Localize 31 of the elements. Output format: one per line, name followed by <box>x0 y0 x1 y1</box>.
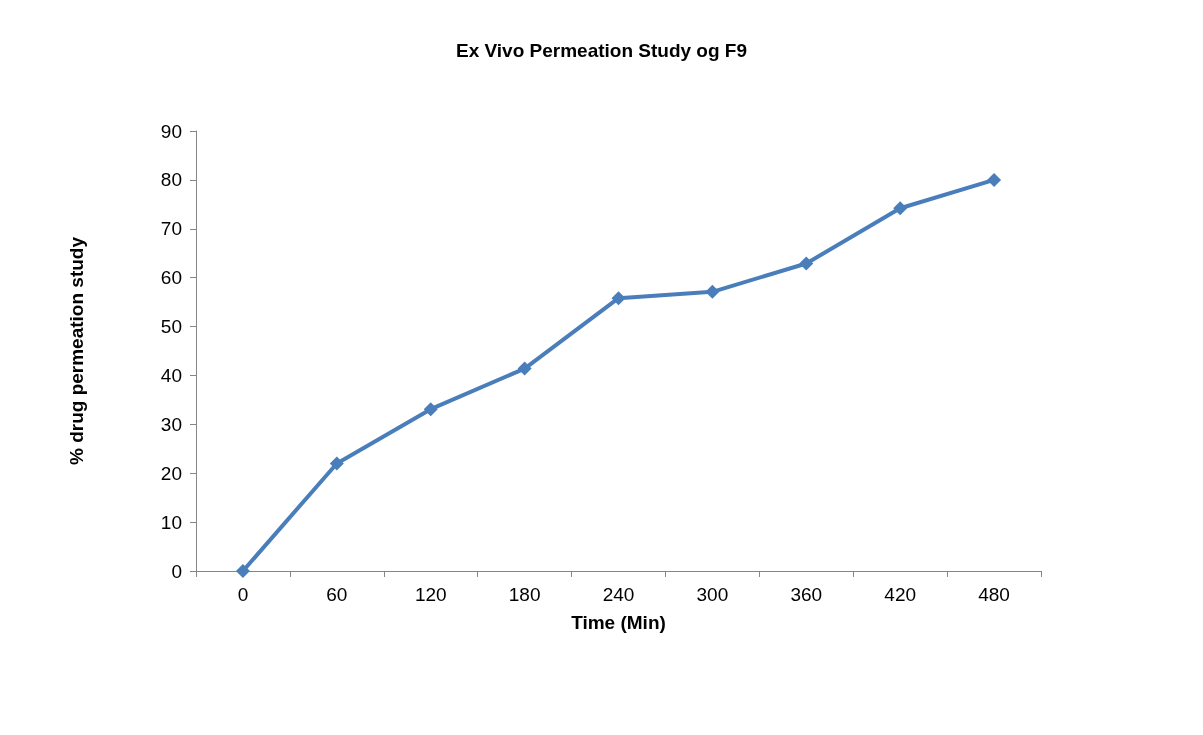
y-tick-label: 0 <box>171 560 182 582</box>
y-axis-title: % drug permeation study <box>66 236 87 466</box>
x-tick-label: 420 <box>884 584 917 605</box>
x-tick-label: 120 <box>414 584 447 605</box>
x-tick-label: 300 <box>696 584 729 605</box>
x-tick-label: 60 <box>326 584 348 605</box>
x-tick-label: 0 <box>237 584 249 605</box>
x-tick-label: 480 <box>978 584 1010 605</box>
y-tick-label: 10 <box>160 511 182 533</box>
y-tick-label: 80 <box>160 169 182 191</box>
y-tick-label: 70 <box>160 218 182 240</box>
x-tick-label: 240 <box>602 584 635 605</box>
y-tick-label: 90 <box>160 120 182 142</box>
point <box>611 291 626 306</box>
point <box>517 361 532 376</box>
point <box>235 564 250 578</box>
point <box>987 172 1002 187</box>
x-axis-title: Time (Min) <box>571 612 666 633</box>
y-tick-label: 60 <box>160 267 182 289</box>
y-tick-label: 40 <box>160 364 182 386</box>
point <box>423 402 438 417</box>
x-tick-label: 180 <box>508 584 541 605</box>
y-tick-label: 20 <box>160 462 182 484</box>
chart-title: Ex Vivo Permeation Study og F9 <box>455 40 748 61</box>
y-tick-label: 50 <box>160 316 182 338</box>
point <box>893 201 908 216</box>
x-tick-label: 360 <box>790 584 823 605</box>
point <box>799 256 814 271</box>
y-tick-label: 30 <box>160 413 182 435</box>
point <box>329 456 344 471</box>
point <box>705 284 720 299</box>
